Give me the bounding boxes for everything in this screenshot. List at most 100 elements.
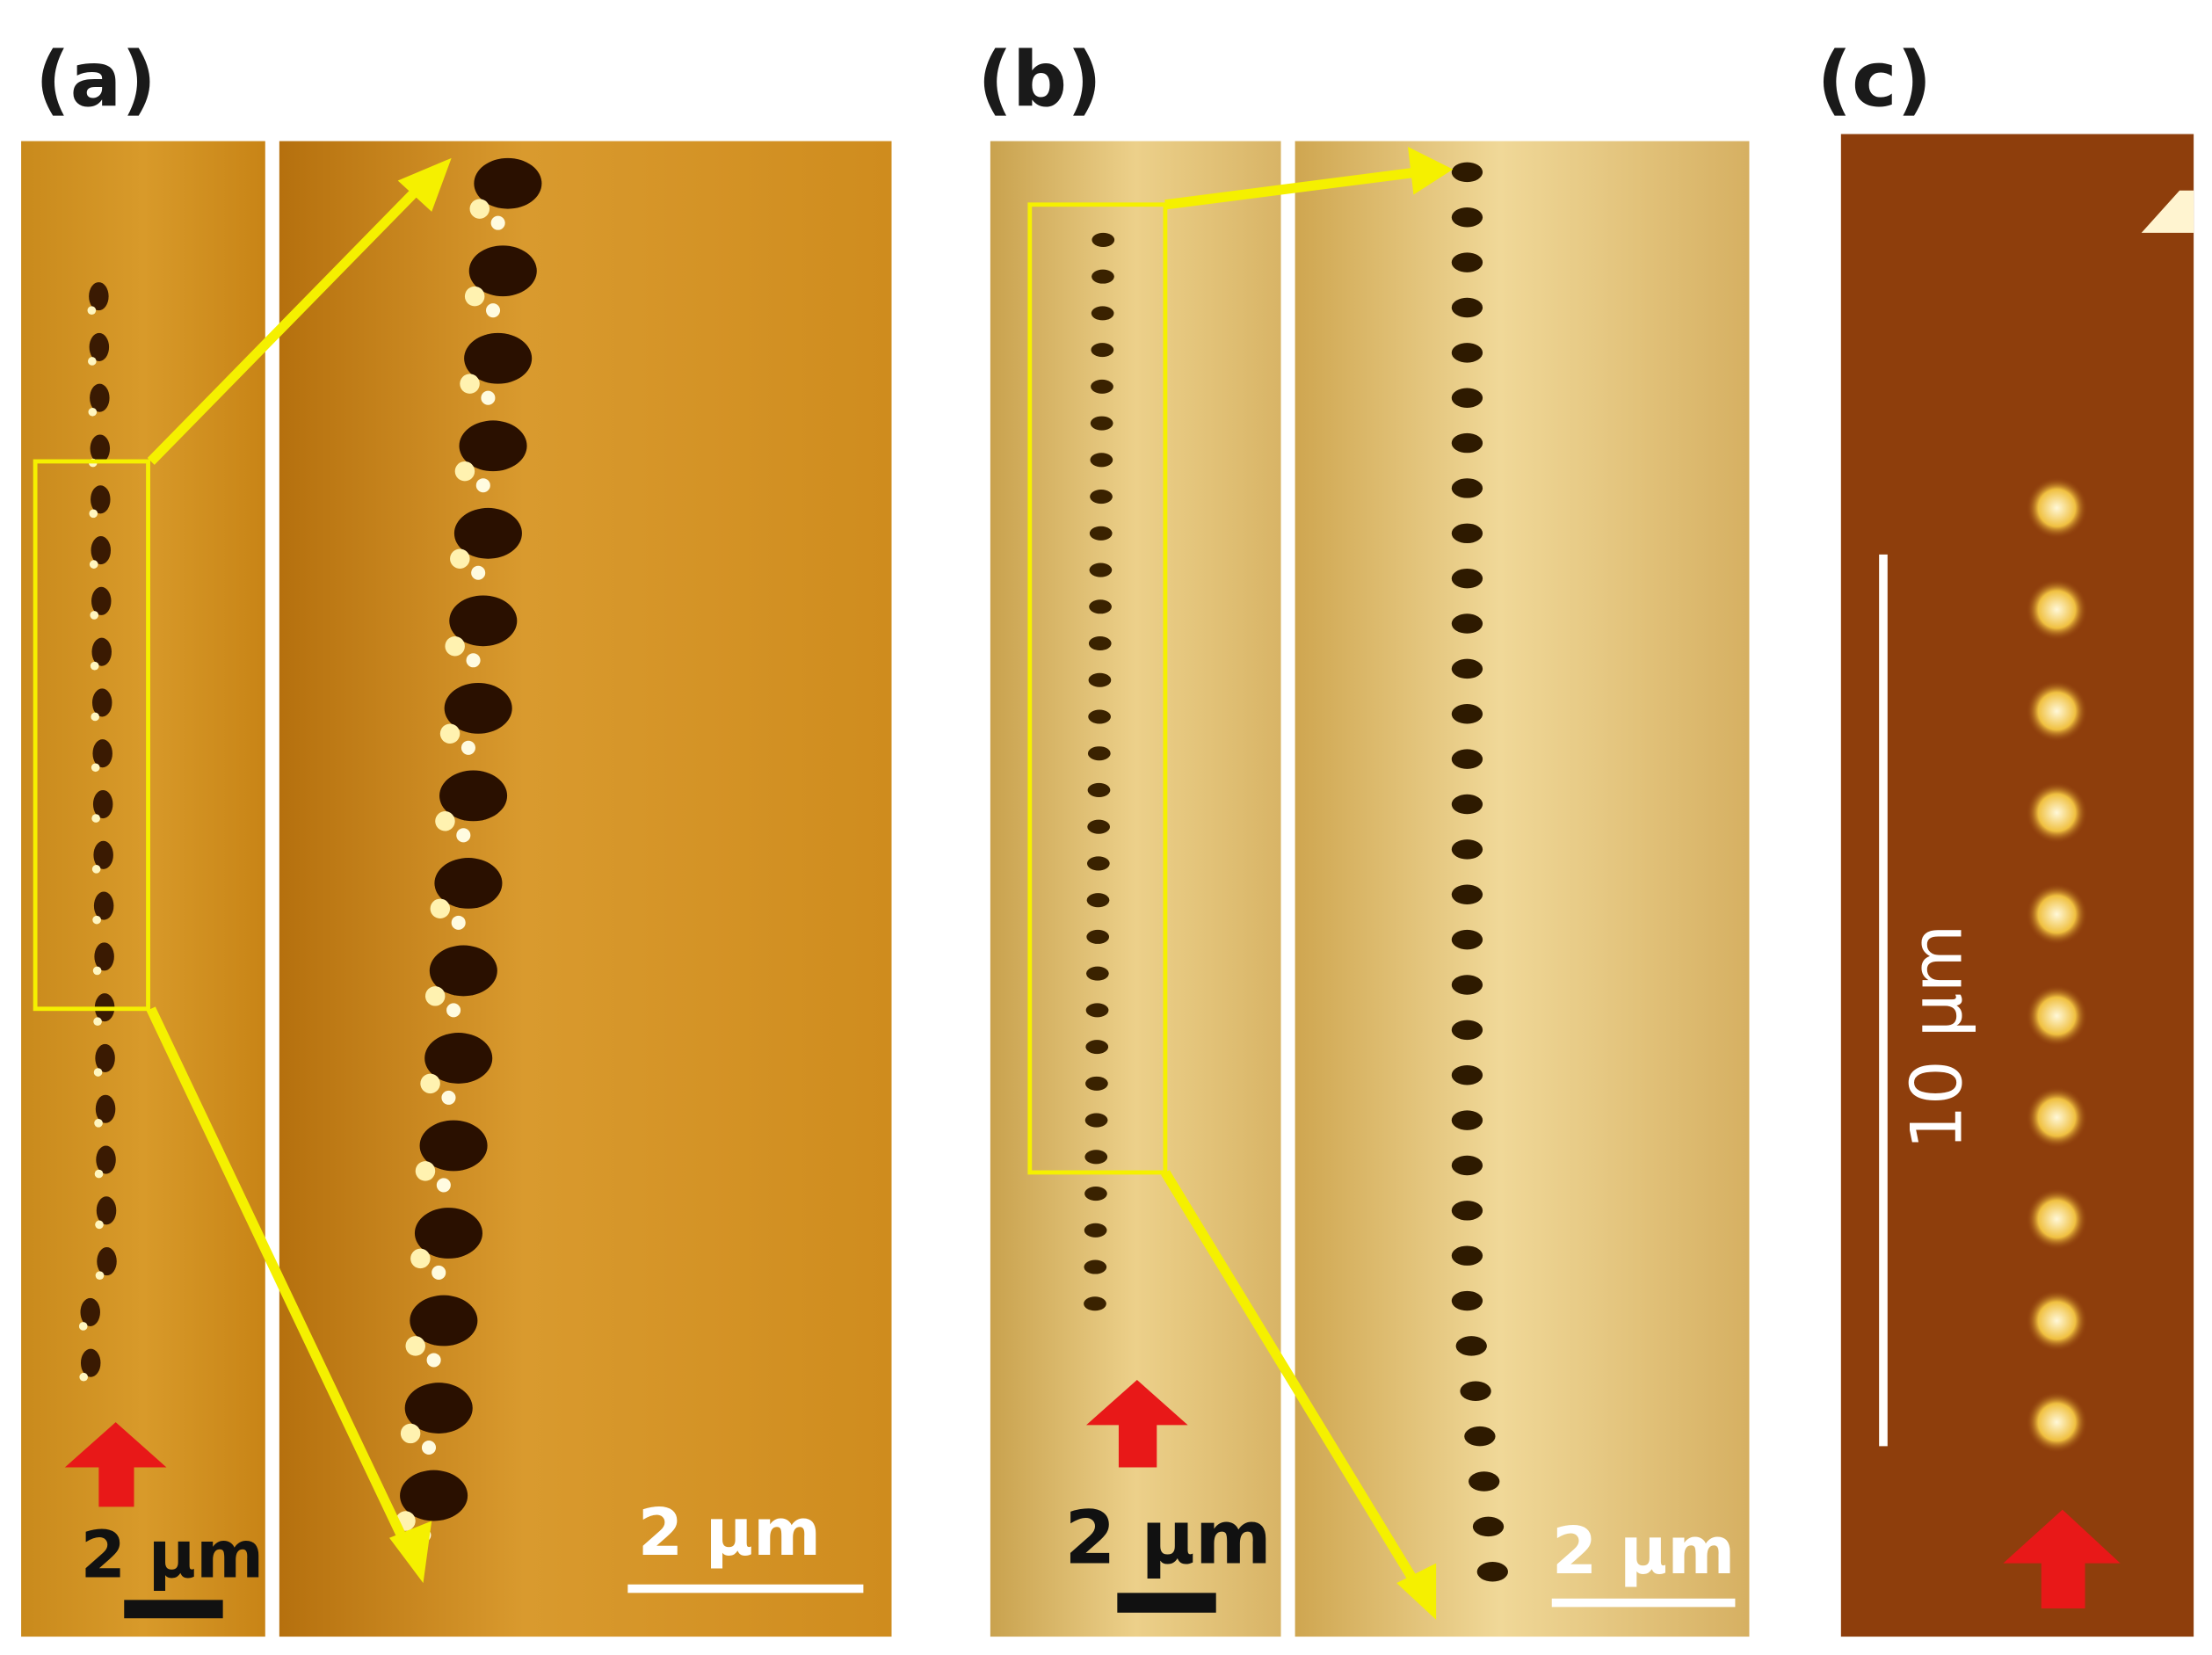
feature <box>1084 1223 1107 1238</box>
feature <box>94 942 114 971</box>
feature <box>1451 1020 1483 1041</box>
feature <box>1451 432 1483 454</box>
scale-bar-label: 2 µm <box>638 1495 821 1571</box>
features <box>2026 476 2088 1454</box>
feature <box>89 560 98 569</box>
feature <box>426 1353 441 1368</box>
feature <box>1451 568 1483 589</box>
feature <box>2026 1086 2088 1149</box>
feature <box>456 828 471 843</box>
feature <box>429 945 497 997</box>
feature <box>404 1383 473 1434</box>
scale-bar <box>1551 1598 1736 1608</box>
feature <box>1091 306 1114 321</box>
feature <box>93 1068 103 1077</box>
image <box>21 141 265 1637</box>
arrow-head <box>389 1521 432 1584</box>
feature <box>2026 679 2088 743</box>
feature <box>1451 658 1483 679</box>
feature <box>1085 1040 1109 1055</box>
feature <box>464 332 533 384</box>
feature <box>415 1161 436 1181</box>
feature <box>1451 523 1483 544</box>
feature <box>1089 563 1113 577</box>
image <box>279 141 892 1637</box>
feature <box>444 682 512 734</box>
feature <box>91 712 100 722</box>
feature <box>1451 478 1483 498</box>
feature <box>1084 1296 1106 1311</box>
feature <box>1451 613 1483 634</box>
features <box>78 157 542 1542</box>
feature <box>94 1118 103 1128</box>
feature <box>97 1247 117 1276</box>
feature <box>1086 893 1110 908</box>
feature <box>1089 599 1112 614</box>
feature <box>1451 839 1483 860</box>
feature <box>91 865 101 874</box>
feature <box>1451 207 1483 228</box>
features <box>1084 162 1508 1582</box>
arrow-head <box>397 157 452 212</box>
feature <box>435 811 455 831</box>
feature <box>1469 1471 1500 1492</box>
feature <box>1451 297 1483 318</box>
feature <box>1087 819 1110 834</box>
feature <box>78 1322 88 1331</box>
red-arrow <box>1086 1379 1188 1468</box>
feature <box>91 688 112 717</box>
feature <box>2026 1187 2088 1251</box>
feature <box>421 1440 437 1455</box>
arrow <box>147 179 427 465</box>
feature <box>1084 1259 1107 1274</box>
feature <box>405 1336 425 1356</box>
feature <box>461 740 475 755</box>
scale-bar <box>124 1600 223 1619</box>
feature <box>1084 1150 1108 1165</box>
feature <box>1451 975 1483 995</box>
feature <box>453 507 522 559</box>
feature <box>464 286 485 307</box>
feature <box>1088 672 1112 687</box>
feature <box>95 1043 115 1073</box>
feature <box>490 215 505 230</box>
scale-bar-label: 10 µm <box>1896 924 1977 1150</box>
feature <box>1090 490 1113 504</box>
feature <box>1086 929 1110 944</box>
arrow <box>1161 1170 1423 1590</box>
feature <box>1090 416 1113 431</box>
feature <box>466 653 481 668</box>
feature <box>450 548 470 569</box>
feature <box>87 306 97 315</box>
feature <box>1091 232 1115 247</box>
feature <box>445 635 465 657</box>
feature <box>1451 1155 1483 1176</box>
feature <box>1091 343 1114 358</box>
feature <box>80 1348 101 1377</box>
feature <box>400 1423 421 1444</box>
feature <box>92 915 101 925</box>
feature <box>2141 190 2194 233</box>
zoom-box <box>33 459 150 1012</box>
feature <box>1451 704 1483 724</box>
feature <box>459 420 527 472</box>
feature <box>436 1178 451 1193</box>
scale-bar-label: 2 µm <box>1064 1496 1272 1581</box>
feature <box>1451 749 1483 769</box>
feature <box>1084 1113 1108 1128</box>
feature <box>91 763 100 773</box>
feature <box>1089 526 1113 541</box>
feature <box>88 357 97 366</box>
feature <box>1451 1201 1483 1221</box>
scale-bar <box>627 1584 864 1593</box>
feature <box>451 915 466 930</box>
feature <box>1091 379 1113 394</box>
feature <box>1087 746 1111 761</box>
feature <box>468 245 537 297</box>
feature <box>94 1169 104 1179</box>
feature <box>432 1265 446 1280</box>
feature <box>1476 1562 1508 1582</box>
feature <box>424 1033 493 1084</box>
